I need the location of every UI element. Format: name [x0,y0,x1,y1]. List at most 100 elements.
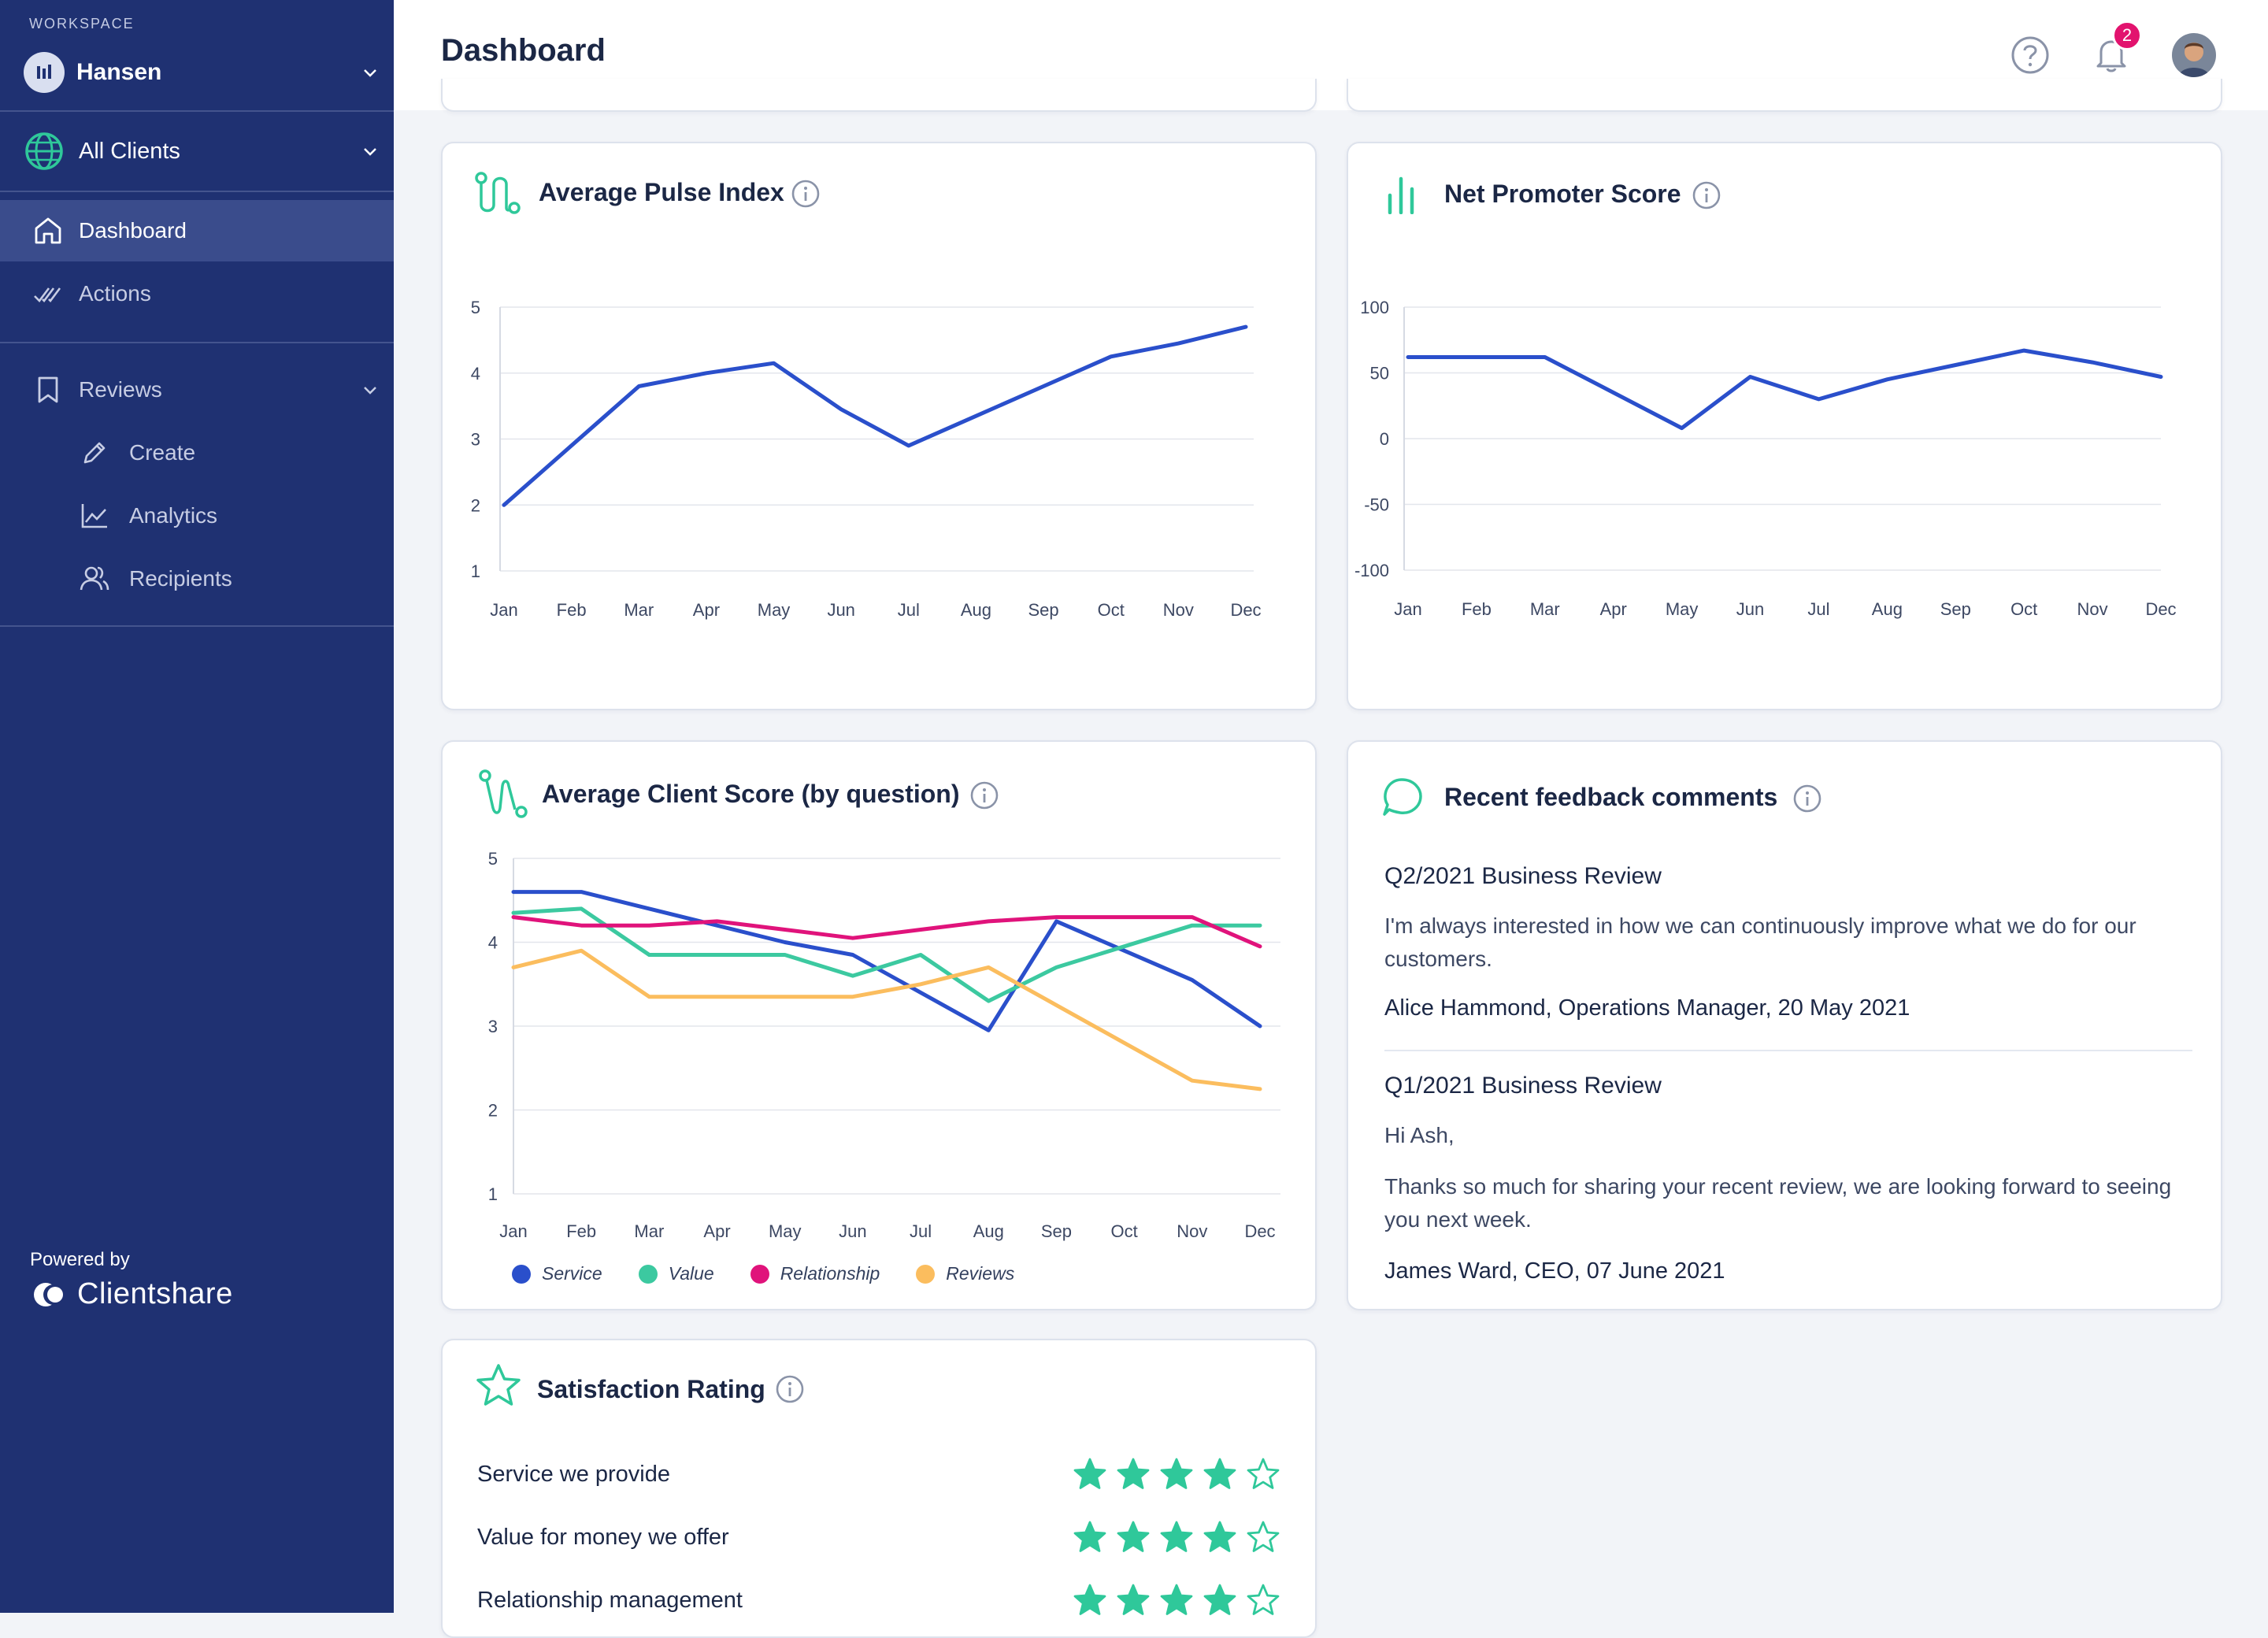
chevron-down-icon[interactable] [358,139,382,163]
star-rating[interactable] [1064,1520,1280,1555]
star-empty-icon[interactable] [1246,1583,1280,1618]
x-tick-label: Apr [703,1221,730,1241]
sidebar-item-reviews[interactable]: Reviews [0,359,394,421]
legend-item-relationship[interactable]: Relationship [750,1263,880,1284]
divider [0,110,394,112]
series-line-value[interactable] [511,906,1262,1003]
bell-icon[interactable] [2090,33,2133,76]
x-tick-label: Jan [490,600,517,620]
workspace-label: WORKSPACE [29,16,135,32]
info-icon[interactable] [969,780,999,810]
double-check-icon [34,287,61,302]
sidebar-item-analytics[interactable]: Analytics [0,488,394,543]
legend-label: Reviews [946,1263,1015,1284]
chevron-down-icon[interactable] [358,61,382,84]
star-filled-icon[interactable] [1116,1520,1151,1555]
help-icon[interactable] [2009,34,2051,76]
y-tick-label: -100 [1354,561,1389,580]
x-tick-label: May [769,1221,802,1241]
star-filled-icon[interactable] [1203,1520,1237,1555]
info-icon[interactable] [775,1374,805,1404]
feedback-title[interactable]: Q2/2021 Business Review [1384,863,1662,889]
legend-label: Relationship [780,1263,880,1284]
x-tick-label: Jan [1394,599,1421,619]
star-filled-icon[interactable] [1203,1457,1237,1492]
star-rating[interactable] [1064,1457,1280,1492]
nps-chart: -100 -50 0 50 100 Jan Feb Mar Apr May Jun Jul Aug Sep… [1354,298,2177,619]
sidebar-item-actions[interactable]: Actions [0,263,394,324]
legend-dot [916,1264,936,1284]
star-filled-icon[interactable] [1073,1583,1107,1618]
x-tick-label: Sep [1028,600,1059,620]
chevron-down-icon[interactable] [358,378,382,402]
series-line-reviews[interactable] [511,948,1262,1091]
pulse-index-card [441,142,1317,710]
series-line-relationship[interactable] [511,915,1262,949]
x-tick-label: Mar [624,600,654,620]
rating-label: Relationship management [477,1587,743,1613]
info-icon[interactable] [1792,784,1822,813]
globe-icon [25,132,63,170]
client-score-card [441,740,1317,1310]
x-tick-label: Dec [1230,600,1261,620]
star-filled-icon[interactable] [1159,1457,1194,1492]
x-tick-label: Mar [634,1221,664,1241]
rating-row: Relationship management [477,1578,1280,1622]
x-tick-label: Dec [2145,599,2176,619]
pulse-index-chart: 1 2 3 4 5 Jan Feb Mar Apr May Jun Jul Aug Sep Oct Nov De… [471,298,1262,620]
path-squiggle-icon [479,769,528,818]
sidebar-item-create[interactable]: Create [0,425,394,480]
sidebar-item-recipients[interactable]: Recipients [0,551,394,606]
card-top-partial [1347,79,2222,112]
series-line-0[interactable] [1406,348,2163,431]
divider [0,191,394,192]
star-empty-icon[interactable] [1246,1457,1280,1492]
x-tick-label: May [758,600,791,620]
x-tick-label: Jul [910,1221,932,1241]
pulse-path-icon [475,172,521,214]
line-chart-icon [81,504,107,528]
legend-item-value[interactable]: Value [638,1263,714,1284]
x-tick-label: Oct [1111,1221,1138,1241]
legend-dot [638,1264,658,1284]
bookmark-icon [38,376,58,403]
x-tick-label: Jun [1736,599,1764,619]
star-filled-icon[interactable] [1116,1457,1151,1492]
sidebar-item-dashboard[interactable]: Dashboard [0,200,394,261]
workspace-selector[interactable]: Hansen [24,50,382,94]
series-line-service[interactable] [511,890,1262,1032]
card-title: Average Pulse Index [539,178,784,206]
feedback-text: I'm always interested in how we can cont… [1384,914,2136,971]
feedback-title[interactable]: Q1/2021 Business Review [1384,1073,1662,1099]
star-filled-icon[interactable] [1116,1583,1151,1618]
clientshare-logo: Clientshare [32,1277,233,1311]
card-title: Recent feedback comments [1444,783,1778,811]
x-tick-label: Feb [1462,599,1492,619]
star-filled-icon[interactable] [1073,1520,1107,1555]
legend-item-service[interactable]: Service [512,1263,602,1284]
feedback-author: Alice Hammond, Operations Manager, 20 Ma… [1384,995,1910,1021]
home-icon [35,217,61,244]
card-top-partial [441,79,1317,112]
x-tick-label: Oct [1098,600,1125,620]
rating-row: Service we provide [477,1452,1280,1496]
chart-legend: Service Value Relationship Reviews [512,1263,1051,1284]
star-filled-icon[interactable] [1159,1583,1194,1618]
avatar[interactable] [2172,33,2216,77]
x-tick-label: Jul [898,600,920,620]
sidebar-item-label: Create [129,440,196,465]
brand-name: Clientshare [77,1277,233,1310]
star-filled-icon[interactable] [1203,1583,1237,1618]
x-tick-label: Apr [693,600,720,620]
star-filled-icon[interactable] [1159,1520,1194,1555]
legend-item-reviews[interactable]: Reviews [916,1263,1014,1284]
star-empty-icon[interactable] [1246,1520,1280,1555]
series-line-0[interactable] [502,324,1248,507]
x-tick-label: Nov [2077,599,2108,619]
star-filled-icon[interactable] [1073,1457,1107,1492]
client-selector[interactable]: All Clients [24,129,382,173]
info-icon[interactable] [791,179,821,209]
chat-bubble-icon [1383,778,1422,816]
info-icon[interactable] [1692,180,1721,210]
star-rating[interactable] [1064,1583,1280,1618]
